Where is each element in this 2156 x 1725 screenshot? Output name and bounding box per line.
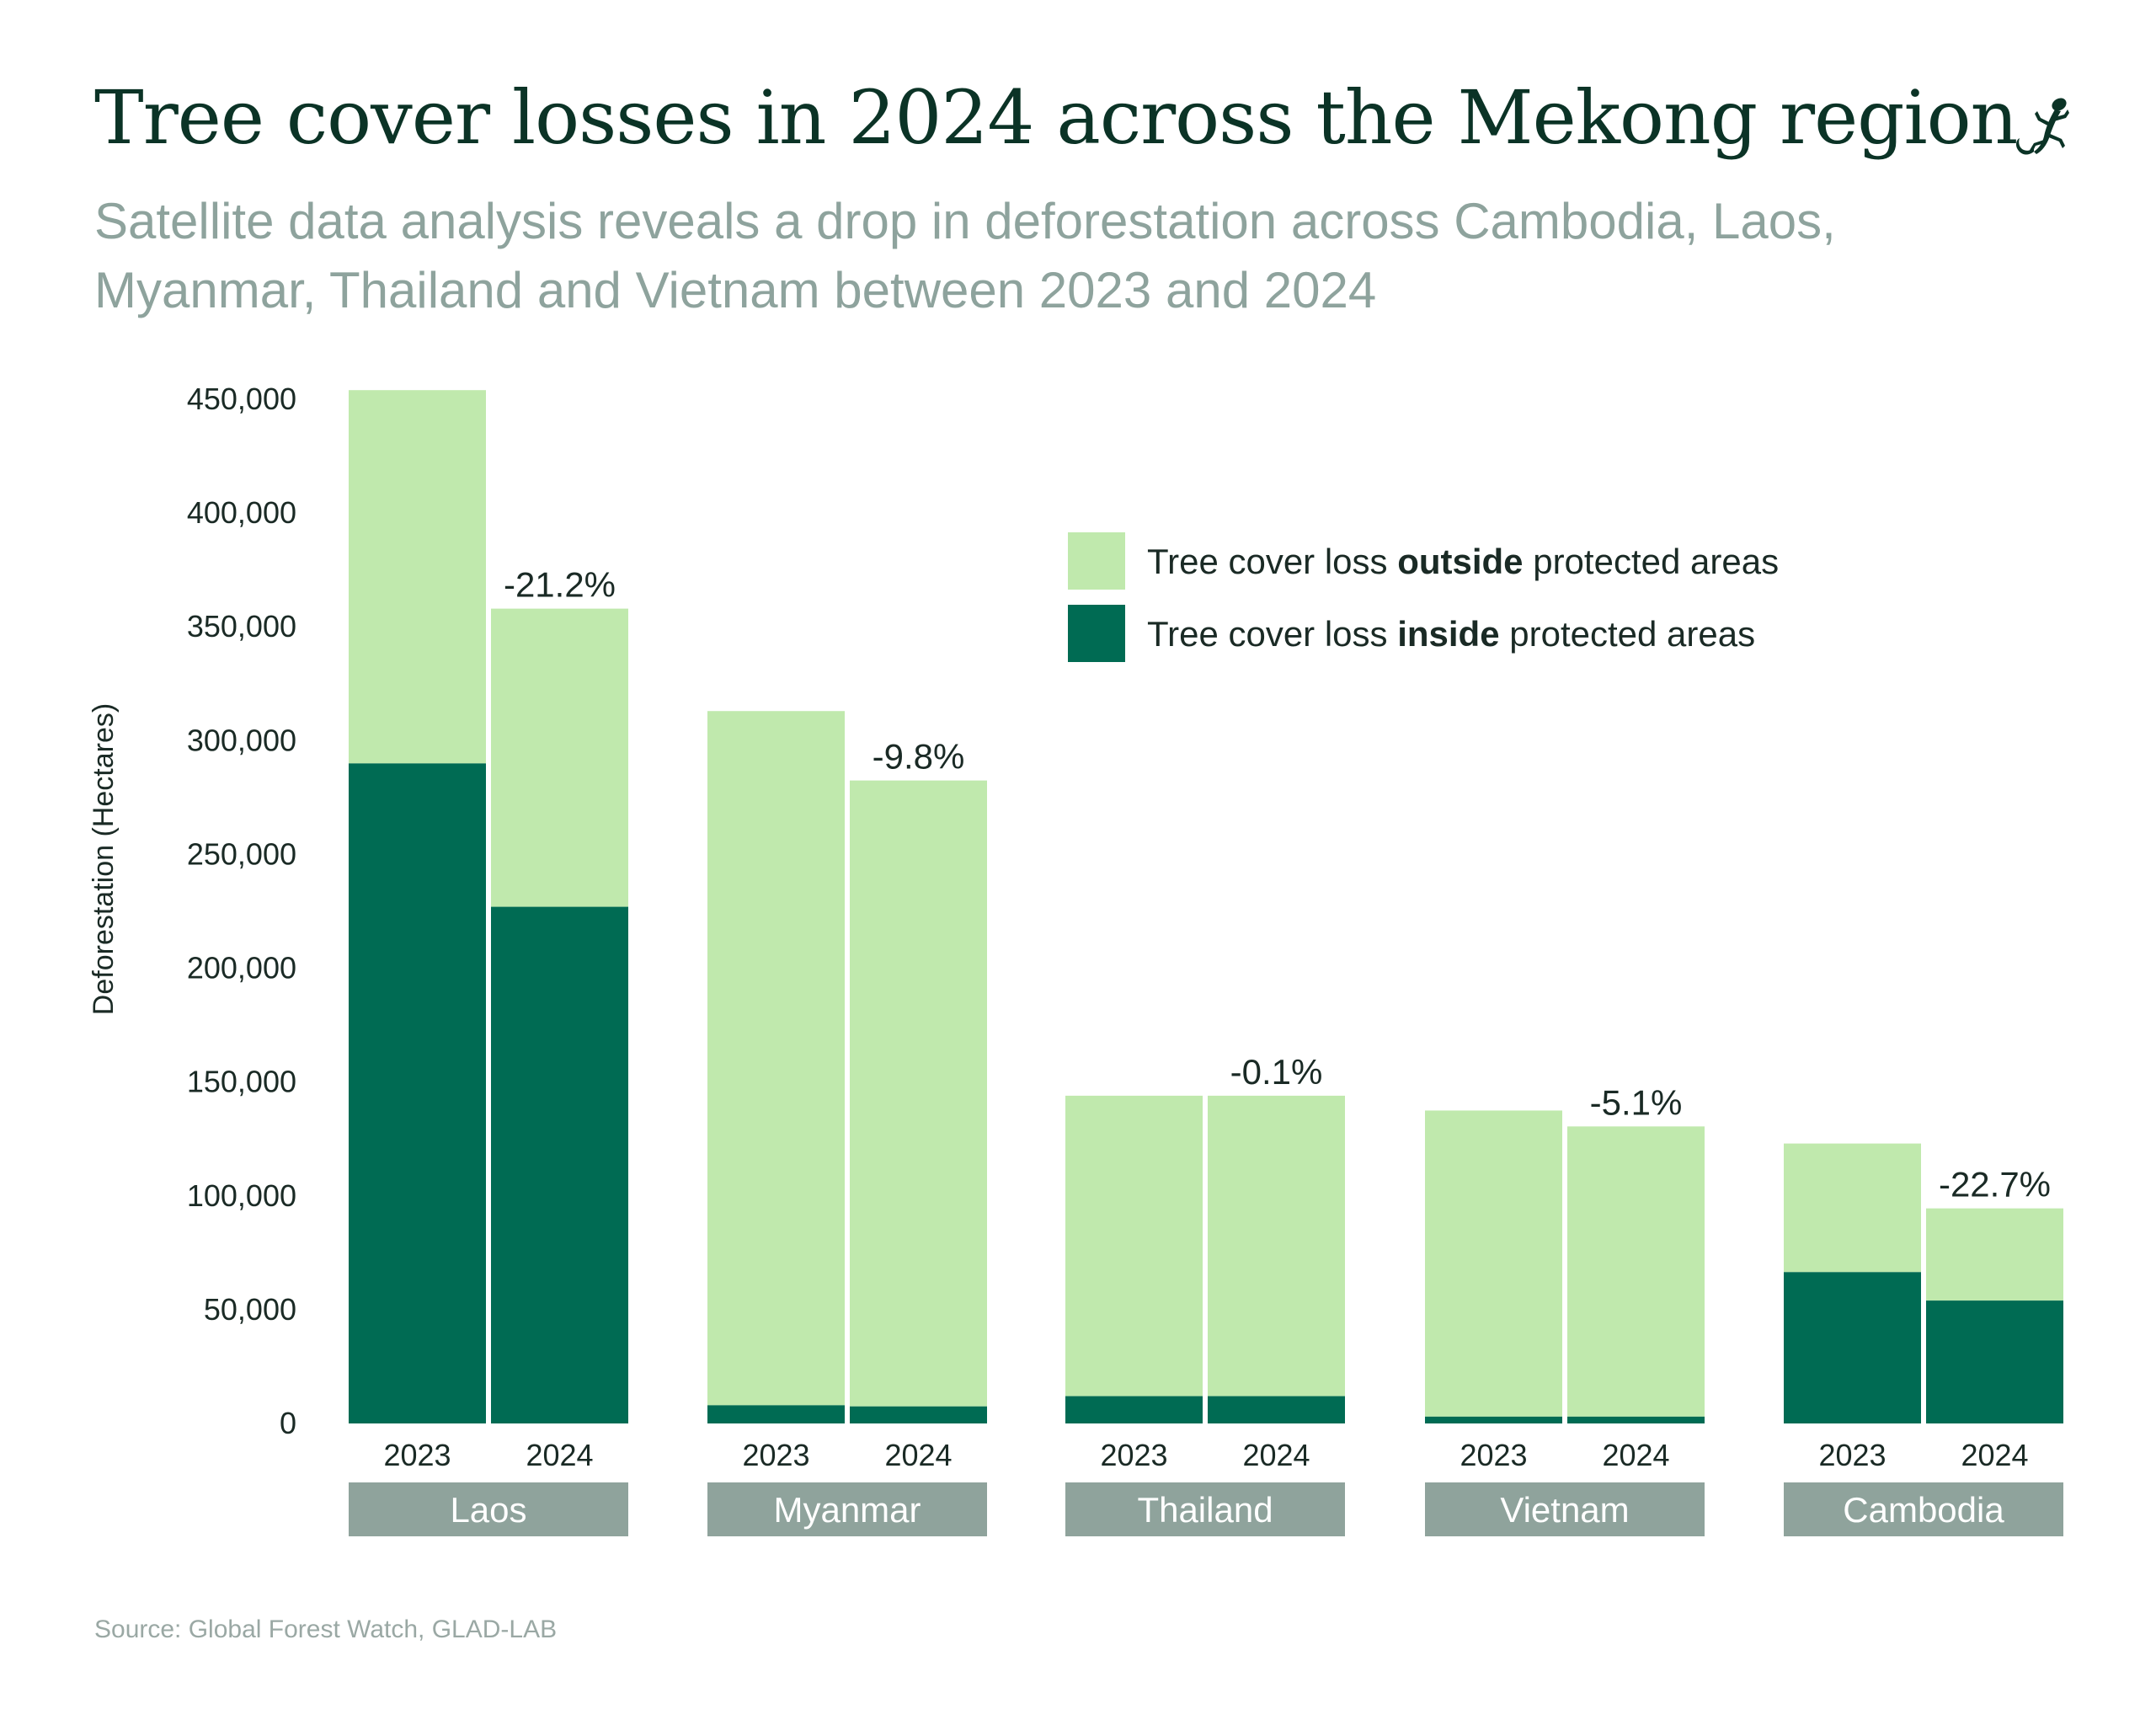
x-tick-label: 2024 — [1602, 1438, 1669, 1472]
y-axis-title: Deforestation (Hectares) — [88, 703, 120, 1015]
change-label: -0.1% — [1230, 1052, 1323, 1092]
y-tick-label: 300,000 — [187, 723, 296, 757]
bar-outside-laos-2024 — [491, 608, 628, 907]
bar-inside-laos-2023 — [349, 763, 486, 1423]
category-label: Vietnam — [1500, 1490, 1629, 1530]
y-tick-label: 150,000 — [187, 1065, 296, 1099]
source-note: Source: Global Forest Watch, GLAD-LAB — [94, 1616, 558, 1643]
category-box — [1425, 1482, 1705, 1536]
bar-inside-thailand-2024 — [1208, 1396, 1345, 1423]
x-tick-label: 2024 — [1242, 1438, 1310, 1472]
category-label: Myanmar — [773, 1490, 921, 1530]
group-cambodia: 2023 2024 -22.7% Cambodia — [1784, 1143, 2063, 1536]
y-tick-label: 0 — [280, 1406, 296, 1440]
group-vietnam: 2023 2024 -5.1% Vietnam — [1425, 1082, 1705, 1536]
x-tick-label: 2023 — [1100, 1438, 1167, 1472]
y-tick-label: 400,000 — [187, 495, 296, 530]
bar-inside-vietnam-2023 — [1425, 1416, 1562, 1423]
y-axis: 0 50,000 100,000 150,000 200,000 250,000 300,0… — [187, 382, 296, 1440]
legend-swatch-inside — [1068, 605, 1125, 662]
x-tick-label: 2024 — [884, 1438, 952, 1472]
bar-outside-cambodia-2023 — [1784, 1143, 1921, 1273]
y-tick-label: 450,000 — [187, 382, 296, 416]
y-tick-label: 350,000 — [187, 609, 296, 644]
category-box — [1065, 1482, 1345, 1536]
bar-inside-laos-2024 — [491, 906, 628, 1423]
x-tick-label: 2023 — [383, 1438, 451, 1472]
category-box — [349, 1482, 628, 1536]
bar-outside-laos-2023 — [349, 390, 486, 764]
bar-inside-thailand-2023 — [1065, 1396, 1203, 1423]
x-tick-label: 2024 — [526, 1438, 593, 1472]
y-tick-label: 250,000 — [187, 836, 296, 871]
legend-swatch-outside — [1068, 532, 1125, 590]
gecko-icon — [2016, 98, 2069, 155]
category-box — [707, 1482, 987, 1536]
legend-label-inside: Tree cover loss inside protected areas — [1147, 614, 1755, 654]
bar-inside-cambodia-2024 — [1926, 1300, 2063, 1423]
category-label: Thailand — [1137, 1490, 1273, 1530]
category-box — [1784, 1482, 2063, 1536]
bar-outside-cambodia-2024 — [1926, 1208, 2063, 1301]
category-label: Cambodia — [1843, 1490, 2004, 1530]
chart-subtitle: Satellite data analysis reveals a drop i… — [94, 193, 1836, 318]
x-tick-label: 2023 — [1818, 1438, 1886, 1472]
bar-outside-myanmar-2024 — [850, 780, 987, 1407]
bar-outside-thailand-2023 — [1065, 1095, 1203, 1397]
bar-outside-thailand-2024 — [1208, 1095, 1345, 1397]
bar-inside-cambodia-2023 — [1784, 1272, 1921, 1423]
x-tick-label: 2024 — [1961, 1438, 2028, 1472]
chart-title: Tree cover losses in 2024 across the Mek… — [94, 74, 2018, 161]
legend: Tree cover loss outside protected areas T… — [1068, 532, 1779, 662]
category-label: Laos — [450, 1490, 526, 1530]
change-label: -21.2% — [504, 565, 616, 605]
bar-inside-vietnam-2024 — [1567, 1416, 1705, 1423]
bar-inside-myanmar-2024 — [850, 1406, 987, 1423]
y-tick-label: 200,000 — [187, 951, 296, 985]
group-thailand: 2023 2024 -0.1% Thailand — [1065, 1052, 1345, 1536]
x-tick-label: 2023 — [742, 1438, 809, 1472]
bar-inside-myanmar-2023 — [707, 1405, 845, 1423]
change-label: -5.1% — [1590, 1082, 1683, 1122]
group-myanmar: 2023 2024 -9.8% Myanmar — [707, 711, 987, 1536]
bar-outside-vietnam-2024 — [1567, 1126, 1705, 1417]
x-tick-label: 2023 — [1460, 1438, 1527, 1472]
y-tick-label: 100,000 — [187, 1178, 296, 1213]
legend-label-outside: Tree cover loss outside protected areas — [1147, 542, 1779, 581]
change-label: -22.7% — [1939, 1165, 2051, 1204]
bar-outside-vietnam-2023 — [1425, 1110, 1562, 1417]
change-label: -9.8% — [873, 737, 965, 777]
group-laos: 2023 2024 -21.2% Laos — [349, 390, 628, 1536]
bar-outside-myanmar-2023 — [707, 711, 845, 1406]
y-tick-label: 50,000 — [204, 1292, 296, 1327]
